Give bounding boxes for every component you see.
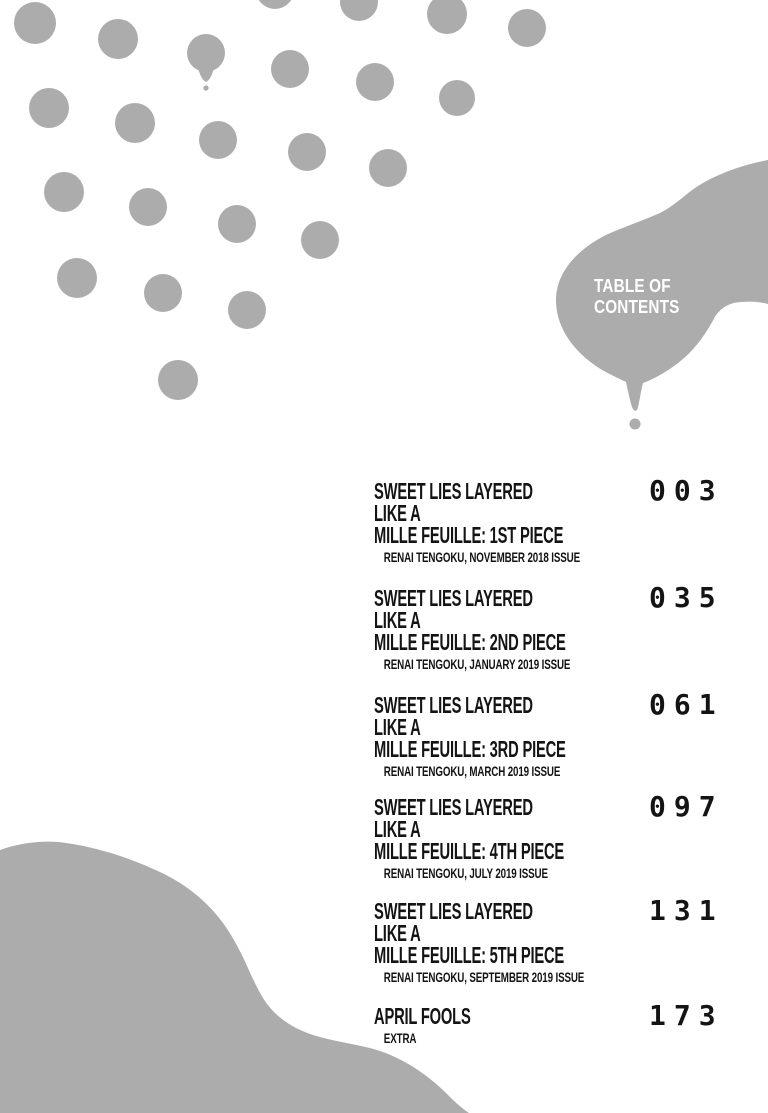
toc-blob — [556, 160, 768, 430]
entry-title: SWEET LIES LAYERED LIKE A MILLE FEUILLE:… — [374, 692, 566, 762]
dot-pattern — [14, 0, 546, 400]
bottom-blob — [0, 841, 469, 1113]
entry-text-block: SWEET LIES LAYERED LIKE A MILLE FEUILLE:… — [374, 794, 674, 881]
melting-dot — [187, 34, 225, 72]
toc-blob-droplet — [629, 418, 641, 430]
entry-title: APRIL FOOLS — [374, 1003, 471, 1029]
entry-page-number: 003 — [649, 474, 724, 507]
toc-entry: SWEET LIES LAYERED LIKE A MILLE FEUILLE:… — [0, 688, 768, 778]
entry-subtitle: RENAI TENGOKU, NOVEMBER 2018 ISSUE — [383, 549, 580, 565]
entry-text-block: SWEET LIES LAYERED LIKE A MILLE FEUILLE:… — [374, 898, 674, 985]
entry-page-number: 173 — [649, 999, 724, 1032]
entry-title: SWEET LIES LAYERED LIKE A MILLE FEUILLE:… — [374, 794, 565, 864]
toc-entry: APRIL FOOLS EXTRA 173 — [0, 999, 768, 1085]
entry-text-block: SWEET LIES LAYERED LIKE A MILLE FEUILLE:… — [374, 478, 674, 565]
entry-page-number: 131 — [649, 894, 724, 927]
toc-entry: SWEET LIES LAYERED LIKE A MILLE FEUILLE:… — [0, 581, 768, 671]
entry-subtitle: RENAI TENGOKU, SEPTEMBER 2019 ISSUE — [383, 969, 585, 985]
entry-text-block: SWEET LIES LAYERED LIKE A MILLE FEUILLE:… — [374, 692, 674, 779]
entry-text-block: SWEET LIES LAYERED LIKE A MILLE FEUILLE:… — [374, 585, 674, 672]
entry-page-number: 061 — [649, 688, 724, 721]
entry-title: SWEET LIES LAYERED LIKE A MILLE FEUILLE:… — [374, 898, 565, 968]
entry-text-block: APRIL FOOLS EXTRA — [374, 1003, 674, 1046]
entry-subtitle: EXTRA — [383, 1030, 417, 1046]
entry-title: SWEET LIES LAYERED LIKE A MILLE FEUILLE:… — [374, 478, 564, 548]
toc-blob-label: TABLE OF CONTENTS — [594, 276, 680, 317]
entry-page-number: 097 — [649, 790, 724, 823]
toc-entry: SWEET LIES LAYERED LIKE A MILLE FEUILLE:… — [0, 894, 768, 984]
entry-subtitle: RENAI TENGOKU, JULY 2019 ISSUE — [383, 865, 548, 881]
toc-entry: SWEET LIES LAYERED LIKE A MILLE FEUILLE:… — [0, 790, 768, 880]
entry-page-number: 035 — [649, 581, 724, 614]
entry-subtitle: RENAI TENGOKU, JANUARY 2019 ISSUE — [383, 656, 571, 672]
toc-entry: SWEET LIES LAYERED LIKE A MILLE FEUILLE:… — [0, 474, 768, 564]
entry-subtitle: RENAI TENGOKU, MARCH 2019 ISSUE — [383, 763, 561, 779]
melting-dot-drip — [197, 63, 215, 82]
melting-dot-droplet — [203, 85, 209, 91]
entry-title: SWEET LIES LAYERED LIKE A MILLE FEUILLE:… — [374, 585, 566, 655]
